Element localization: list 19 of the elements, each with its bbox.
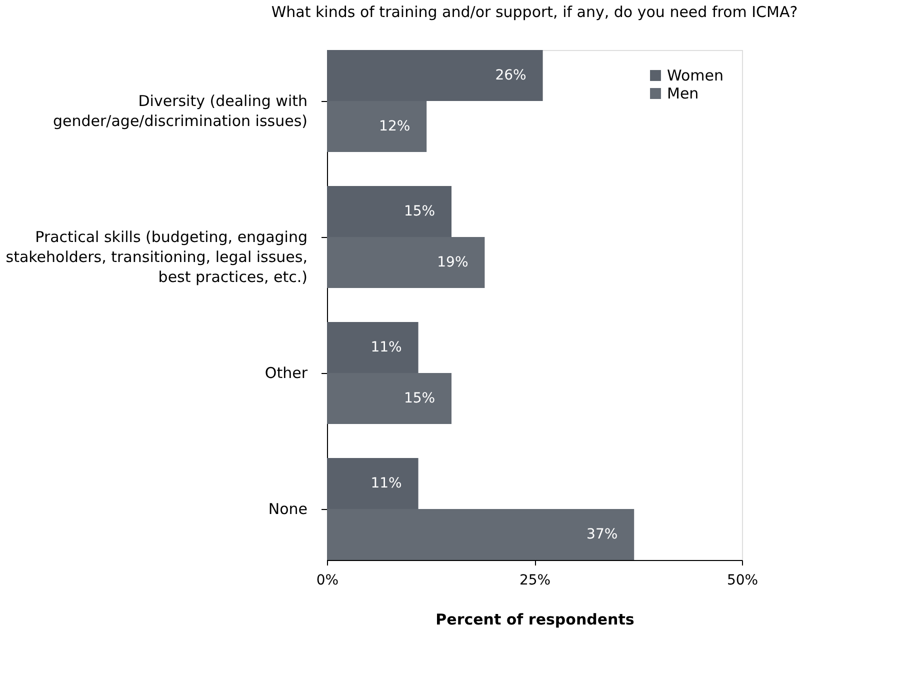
x-axis-title: Percent of respondents: [436, 610, 634, 628]
data-label: 12%: [379, 118, 410, 134]
y-tick-label: Diversity (dealing with gender/age/discrimination issues): [53, 92, 308, 130]
y-tick-label: Other: [264, 364, 308, 382]
data-label: 19%: [437, 254, 468, 270]
data-label: 15%: [404, 390, 436, 406]
x-tick-label: 50%: [726, 572, 758, 588]
data-label: 15%: [404, 204, 436, 220]
legend-label: Women: [667, 66, 724, 84]
data-label: 37%: [586, 526, 618, 542]
x-tick-label: 0%: [316, 572, 339, 588]
y-tick-label: None: [268, 500, 308, 518]
y-tick-label: Practical skills (budgeting, engaging stakeholders, transitioning, legal issues, best practices, etc.): [6, 228, 308, 286]
x-tick-label: 25%: [519, 572, 551, 588]
data-label: 11%: [370, 476, 402, 492]
chart-title: What kinds of training and/or support, if any, do you need from ICMA?: [271, 3, 798, 21]
data-label: 26%: [495, 68, 526, 84]
data-label: 11%: [370, 340, 402, 356]
legend-label: Men: [667, 84, 699, 102]
